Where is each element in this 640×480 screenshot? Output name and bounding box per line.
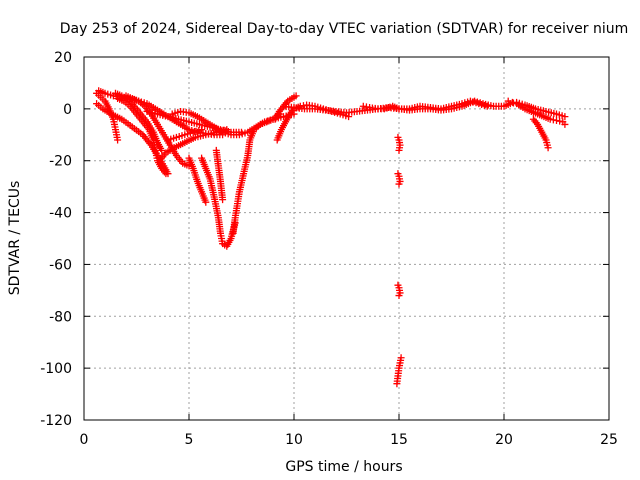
x-tick-label: 15: [390, 432, 408, 448]
data-point: [198, 126, 206, 134]
y-tick-label: -40: [49, 206, 72, 222]
series-track-14: [229, 110, 283, 237]
x-tick-label: 0: [80, 432, 89, 448]
x-tick-label: 5: [185, 432, 194, 448]
y-tick-label: 20: [54, 50, 72, 66]
series-track-11: [185, 154, 210, 206]
data-point: [395, 180, 403, 188]
series-track-24: [393, 354, 405, 388]
data-point: [219, 196, 227, 204]
series-track-21: [394, 133, 404, 154]
series-track-22: [394, 170, 404, 188]
data-point: [202, 198, 210, 206]
axis-ticks: 0 5 10 15 20 25 20 0 -20 -40 -60 -80 -100 -120: [40, 50, 618, 448]
y-tick-label: -80: [49, 309, 72, 325]
series-track-13: [212, 146, 227, 204]
data-point: [504, 97, 512, 105]
data-point: [114, 136, 122, 144]
y-tick-label: -100: [40, 361, 72, 377]
series-track-09: [164, 126, 206, 144]
series-track-18: [359, 97, 491, 113]
series-track-23: [394, 281, 404, 300]
data-point: [395, 292, 403, 300]
y-tick-label: -120: [40, 413, 72, 429]
chart-title: Day 253 of 2024, Sidereal Day-to-day VTE…: [60, 21, 629, 37]
data-point: [544, 144, 552, 152]
data-point: [561, 113, 569, 121]
data-point: [292, 92, 300, 100]
data-point: [158, 146, 166, 154]
x-axis-label: GPS time / hours: [285, 459, 402, 475]
x-tick-label: 20: [495, 432, 513, 448]
plot-frame: [83, 56, 610, 421]
series-track-07: [156, 126, 231, 165]
y-tick-label: -20: [49, 154, 72, 170]
y-tick-label: 0: [63, 102, 72, 118]
x-tick-label: 10: [285, 432, 303, 448]
series-track-12: [198, 154, 239, 250]
data-point: [561, 120, 569, 128]
series-track-19: [504, 97, 569, 128]
y-tick-label: -60: [49, 257, 72, 273]
series-track-20: [529, 115, 552, 152]
data-point: [508, 98, 516, 106]
y-axis-label: SDTVAR / TECUs: [7, 181, 23, 296]
x-tick-label: 25: [600, 432, 618, 448]
data-point: [483, 102, 491, 110]
data-point: [395, 146, 403, 154]
data-points: [93, 87, 569, 388]
data-point: [162, 170, 170, 178]
data-point: [397, 354, 405, 362]
series-track-05: [114, 94, 170, 178]
